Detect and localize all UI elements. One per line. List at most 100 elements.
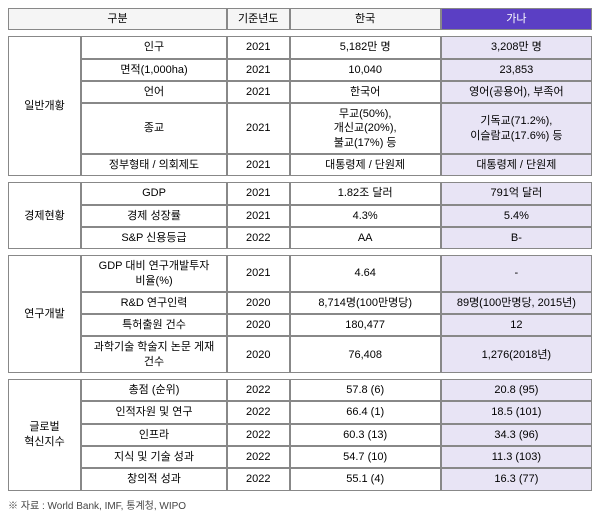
year-cell: 2021 [227, 59, 290, 81]
ghana-cell: 12 [441, 314, 592, 336]
korea-cell: 10,040 [290, 59, 441, 81]
korea-cell: 54.7 (10) [290, 446, 441, 468]
sub-cell: 창의적 성과 [81, 468, 227, 490]
korea-cell: 5,182만 명 [290, 36, 441, 58]
header-category: 구분 [8, 8, 227, 30]
ghana-cell: B- [441, 227, 592, 249]
sub-cell: GDP 대비 연구개발투자비율(%) [81, 255, 227, 292]
year-cell: 2022 [227, 227, 290, 249]
year-cell: 2020 [227, 336, 290, 373]
korea-cell: 66.4 (1) [290, 401, 441, 423]
korea-cell: 8,714명(100만명당) [290, 292, 441, 314]
table-row: 과학기술 학술지 논문 게재건수202076,4081,276(2018년) [8, 336, 592, 373]
header-table: 구분 기준년도 한국 가나 [8, 8, 592, 30]
year-cell: 2020 [227, 292, 290, 314]
section-table: 경제현황GDP20211.82조 달러791억 달러경제 성장률20214.3%… [8, 182, 592, 249]
year-cell: 2021 [227, 36, 290, 58]
ghana-cell: 791억 달러 [441, 182, 592, 204]
year-cell: 2022 [227, 424, 290, 446]
year-cell: 2022 [227, 446, 290, 468]
category-cell: 연구개발 [8, 255, 81, 373]
section-table: 글로벌혁신지수총점 (순위)202257.8 (6)20.8 (95)인적자원 … [8, 379, 592, 490]
ghana-cell: 기독교(71.2%),이슬람교(17.6%) 등 [441, 103, 592, 154]
sub-cell: 경제 성장률 [81, 205, 227, 227]
sub-cell: S&P 신용등급 [81, 227, 227, 249]
table-row: 창의적 성과202255.1 (4)16.3 (77) [8, 468, 592, 490]
sub-cell: 인구 [81, 36, 227, 58]
table-row: 지식 및 기술 성과202254.7 (10)11.3 (103) [8, 446, 592, 468]
table-row: 일반개황인구20215,182만 명3,208만 명 [8, 36, 592, 58]
ghana-cell: 16.3 (77) [441, 468, 592, 490]
section-table: 연구개발GDP 대비 연구개발투자비율(%)20214.64-R&D 연구인력2… [8, 255, 592, 373]
year-cell: 2020 [227, 314, 290, 336]
year-cell: 2022 [227, 401, 290, 423]
korea-cell: 4.64 [290, 255, 441, 292]
table-row: 인적자원 및 연구202266.4 (1)18.5 (101) [8, 401, 592, 423]
year-cell: 2021 [227, 81, 290, 103]
korea-cell: 57.8 (6) [290, 379, 441, 401]
sub-cell: 과학기술 학술지 논문 게재건수 [81, 336, 227, 373]
year-cell: 2021 [227, 103, 290, 154]
korea-cell: 4.3% [290, 205, 441, 227]
ghana-cell: 대통령제 / 단원제 [441, 154, 592, 176]
category-cell: 일반개황 [8, 36, 81, 176]
table-row: 면적(1,000ha)202110,04023,853 [8, 59, 592, 81]
year-cell: 2022 [227, 468, 290, 490]
ghana-cell: - [441, 255, 592, 292]
ghana-cell: 3,208만 명 [441, 36, 592, 58]
header-ghana: 가나 [441, 8, 592, 30]
ghana-cell: 11.3 (103) [441, 446, 592, 468]
table-row: 정부형태 / 의회제도2021대통령제 / 단원제대통령제 / 단원제 [8, 154, 592, 176]
korea-cell: 1.82조 달러 [290, 182, 441, 204]
footnote: ※ 자료 : World Bank, IMF, 통계청, WIPO [8, 497, 592, 512]
header-row: 구분 기준년도 한국 가나 [8, 8, 592, 30]
korea-cell: 대통령제 / 단원제 [290, 154, 441, 176]
table-row: 종교2021무교(50%),개신교(20%),불교(17%) 등기독교(71.2… [8, 103, 592, 154]
category-cell: 경제현황 [8, 182, 81, 249]
year-cell: 2021 [227, 182, 290, 204]
korea-cell: 한국어 [290, 81, 441, 103]
korea-cell: 180,477 [290, 314, 441, 336]
year-cell: 2021 [227, 205, 290, 227]
table-row: 언어2021한국어영어(공용어), 부족어 [8, 81, 592, 103]
table-row: 글로벌혁신지수총점 (순위)202257.8 (6)20.8 (95) [8, 379, 592, 401]
korea-cell: 무교(50%),개신교(20%),불교(17%) 등 [290, 103, 441, 154]
year-cell: 2021 [227, 154, 290, 176]
ghana-cell: 34.3 (96) [441, 424, 592, 446]
header-korea: 한국 [290, 8, 441, 30]
table-row: 경제현황GDP20211.82조 달러791억 달러 [8, 182, 592, 204]
sub-cell: 인프라 [81, 424, 227, 446]
sub-cell: 종교 [81, 103, 227, 154]
table-row: 연구개발GDP 대비 연구개발투자비율(%)20214.64- [8, 255, 592, 292]
sections-container: 일반개황인구20215,182만 명3,208만 명면적(1,000ha)202… [8, 36, 592, 490]
header-year: 기준년도 [227, 8, 290, 30]
table-row: S&P 신용등급2022AAB- [8, 227, 592, 249]
sub-cell: 특허출원 건수 [81, 314, 227, 336]
table-row: 특허출원 건수2020180,47712 [8, 314, 592, 336]
sub-cell: 면적(1,000ha) [81, 59, 227, 81]
korea-cell: AA [290, 227, 441, 249]
table-row: 인프라202260.3 (13)34.3 (96) [8, 424, 592, 446]
sub-cell: 총점 (순위) [81, 379, 227, 401]
korea-cell: 55.1 (4) [290, 468, 441, 490]
table-row: 경제 성장률20214.3%5.4% [8, 205, 592, 227]
ghana-cell: 89명(100만명당, 2015년) [441, 292, 592, 314]
ghana-cell: 영어(공용어), 부족어 [441, 81, 592, 103]
sub-cell: R&D 연구인력 [81, 292, 227, 314]
year-cell: 2021 [227, 255, 290, 292]
ghana-cell: 18.5 (101) [441, 401, 592, 423]
ghana-cell: 20.8 (95) [441, 379, 592, 401]
sub-cell: 정부형태 / 의회제도 [81, 154, 227, 176]
ghana-cell: 23,853 [441, 59, 592, 81]
ghana-cell: 1,276(2018년) [441, 336, 592, 373]
sub-cell: 지식 및 기술 성과 [81, 446, 227, 468]
sub-cell: 인적자원 및 연구 [81, 401, 227, 423]
sub-cell: 언어 [81, 81, 227, 103]
korea-cell: 60.3 (13) [290, 424, 441, 446]
year-cell: 2022 [227, 379, 290, 401]
sub-cell: GDP [81, 182, 227, 204]
table-row: R&D 연구인력20208,714명(100만명당)89명(100만명당, 20… [8, 292, 592, 314]
category-cell: 글로벌혁신지수 [8, 379, 81, 490]
korea-cell: 76,408 [290, 336, 441, 373]
section-table: 일반개황인구20215,182만 명3,208만 명면적(1,000ha)202… [8, 36, 592, 176]
